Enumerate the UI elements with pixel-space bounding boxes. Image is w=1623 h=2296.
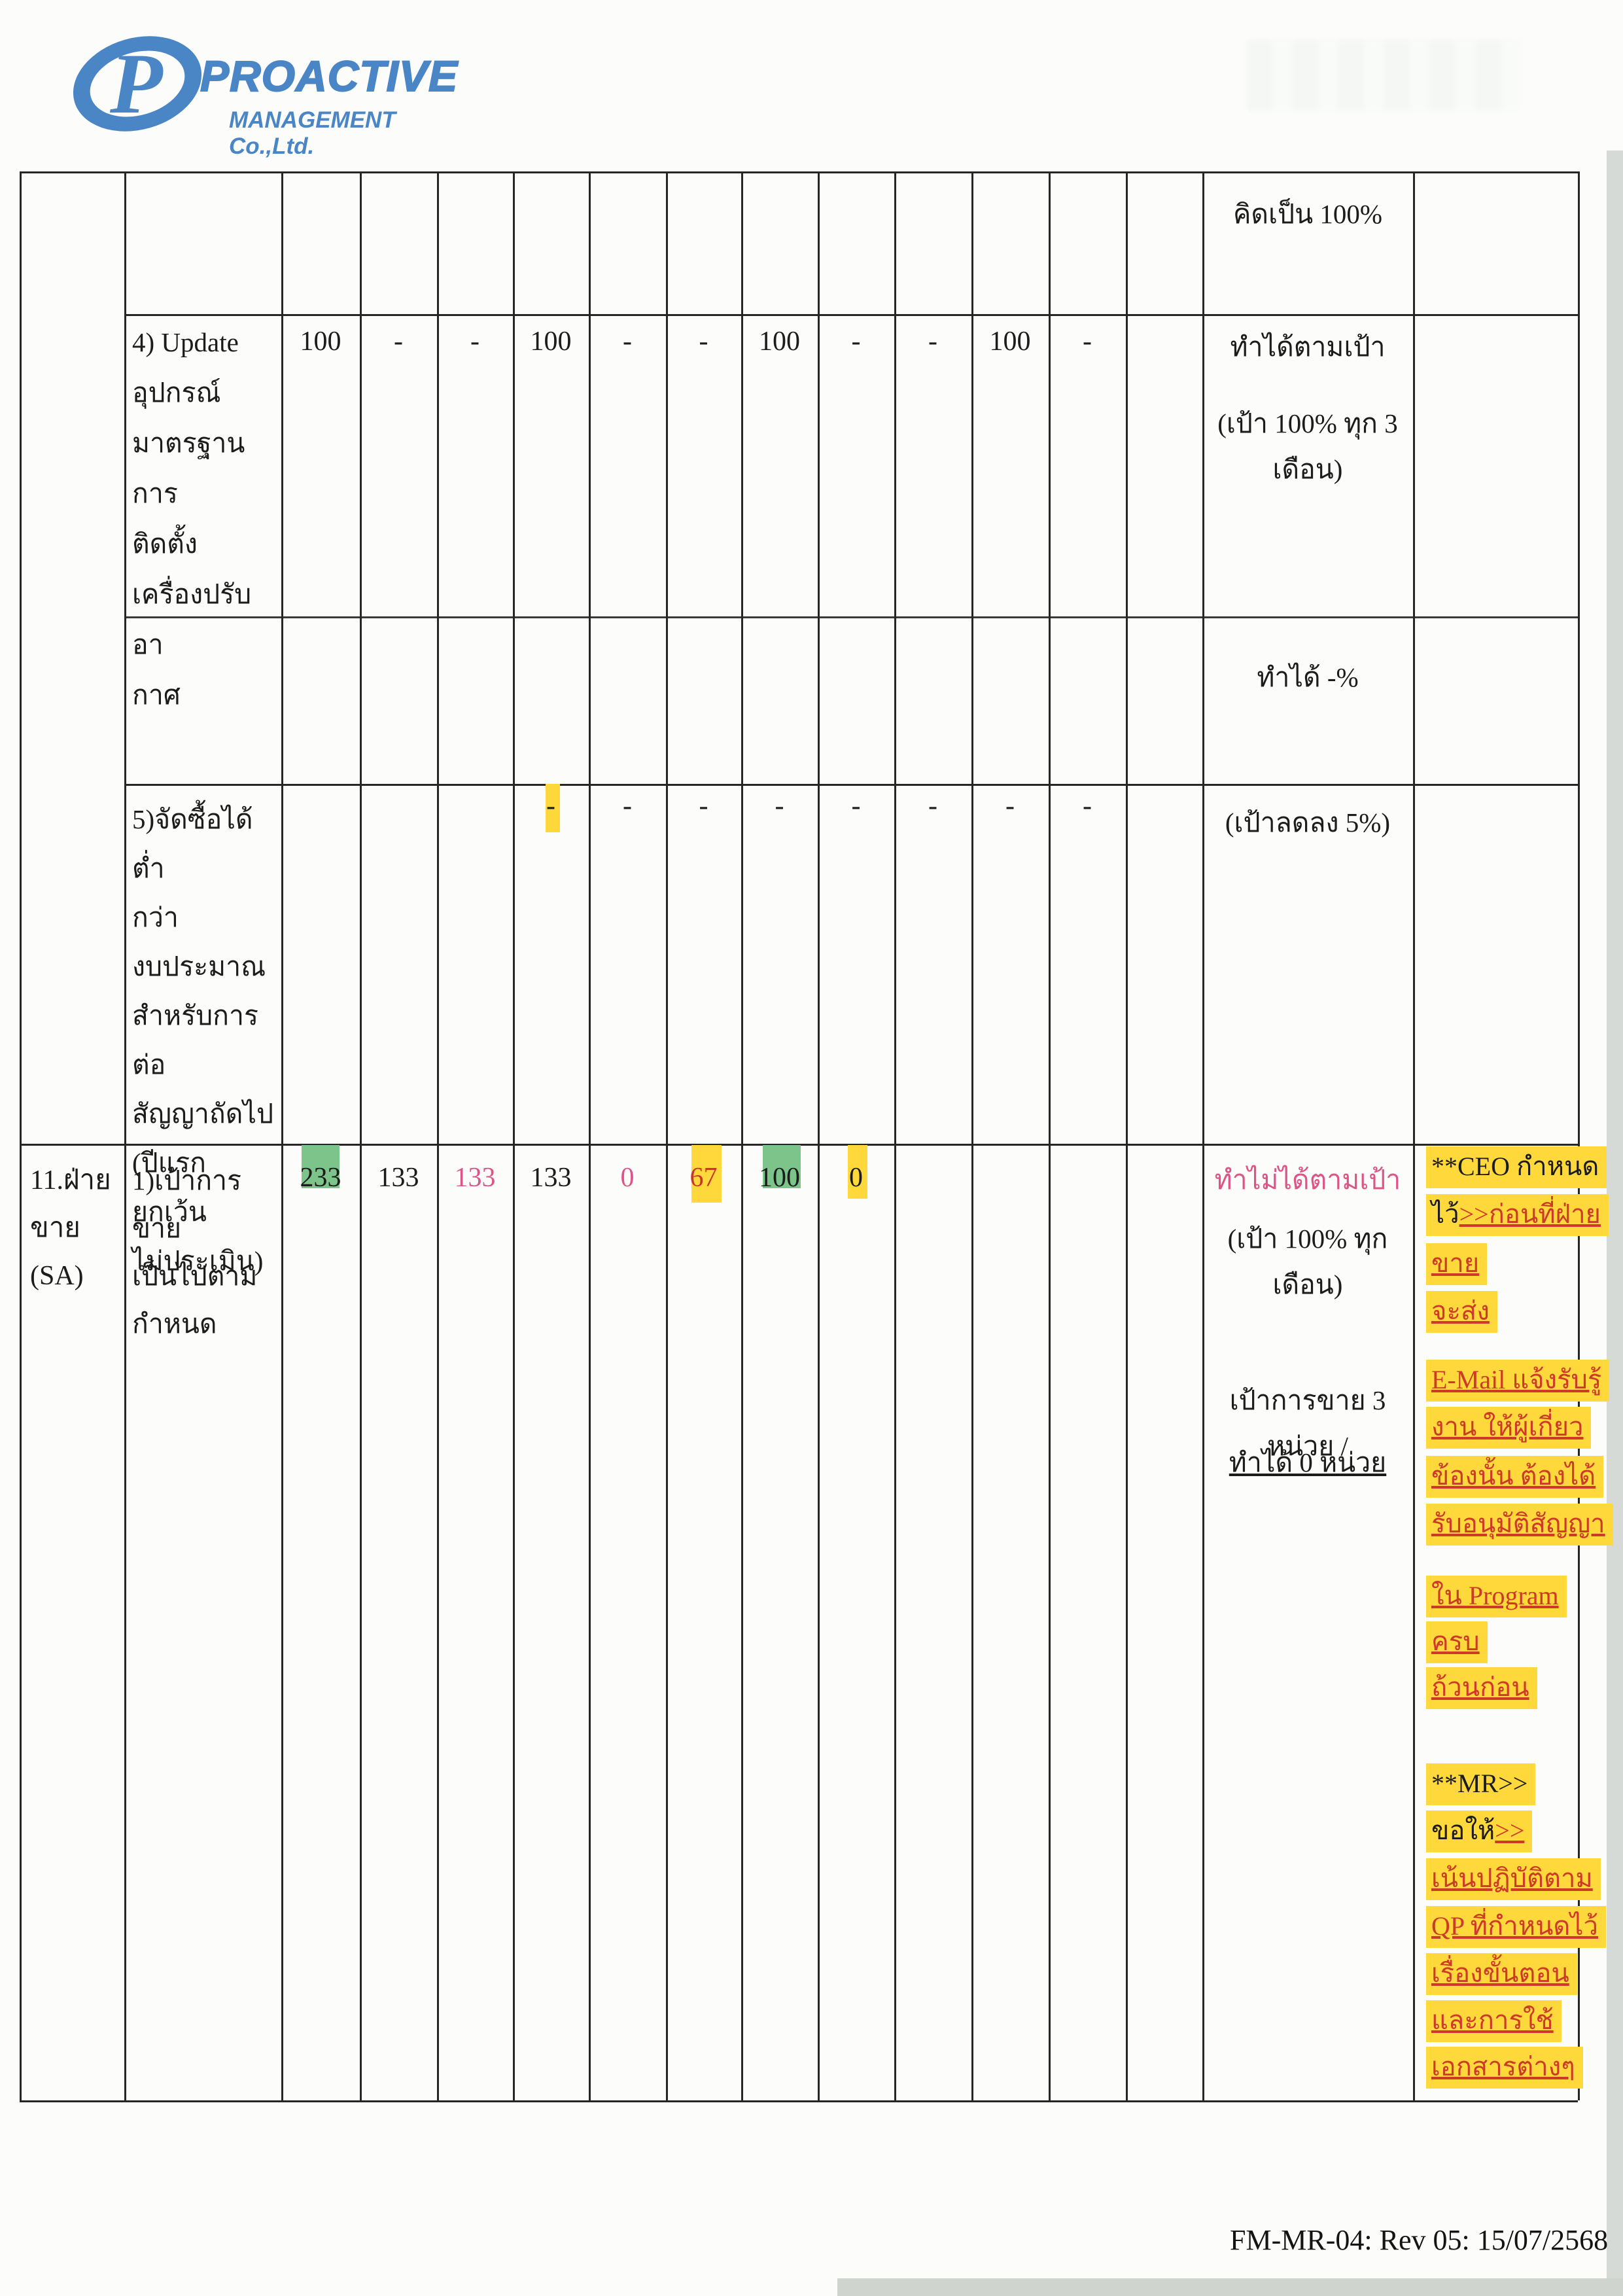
table-line: [281, 171, 283, 2100]
month-value: 133: [454, 1163, 496, 1193]
month-value: -: [546, 791, 555, 821]
note-line: ขอให้>>: [1426, 1810, 1533, 1852]
faint-watermark: [1246, 39, 1521, 111]
table-line: [437, 171, 439, 2100]
result-cell-row4: (เป้าลดลง 5%): [1225, 807, 1391, 838]
page-edge-shadow-bottom: [837, 2278, 1623, 2296]
company-logo: P PROACTIVE MANAGEMENT Co.,Ltd.: [39, 18, 471, 159]
result-cell-row5-achieved: ทำได้ 0 หน่วย: [1229, 1447, 1387, 1477]
result-cell-row3: ทำได้ -%: [1257, 662, 1359, 692]
table-line: [513, 171, 515, 2100]
note-line: E-Mail แจ้งรับรู้: [1426, 1360, 1610, 1402]
table-line: [124, 784, 1578, 786]
month-value: -: [699, 327, 708, 357]
note-line: ไว้>>ก่อนที่ฝ่าย: [1426, 1194, 1609, 1236]
table-line: [20, 1144, 1578, 1146]
note-line: ข้องนั้น ต้องได้: [1426, 1456, 1604, 1498]
month-value: 100: [530, 327, 572, 357]
table-line: [1413, 171, 1415, 2100]
month-value: -: [1083, 327, 1092, 357]
green-highlight: [763, 1145, 801, 1188]
table-line: [20, 171, 1578, 173]
result-cell-row5-line1: ทำไม่ได้ตามเป้า: [1214, 1165, 1401, 1195]
month-value: -: [851, 327, 861, 357]
month-value: -: [928, 327, 937, 357]
month-value: -: [394, 327, 403, 357]
note-line: ครบ: [1426, 1621, 1488, 1663]
month-value: -: [623, 791, 632, 821]
yellow-highlight: [848, 1145, 867, 1199]
result-cell-row5-target: (เป้า 100% ทุก เดือน): [1227, 1224, 1388, 1299]
month-value: -: [699, 791, 708, 821]
note-line: และการใช้: [1426, 2000, 1562, 2042]
table-line: [124, 616, 1578, 618]
result-cell-row1: คิดเป็น 100%: [1232, 199, 1383, 229]
yellow-highlighter-mark: [546, 784, 560, 832]
page-edge-shadow-right: [1607, 150, 1623, 2296]
result-cell-row5-units: เป้าการขาย 3 หน่วย /: [1229, 1385, 1386, 1461]
item-desc-row2: 4) Update อุปกรณ์ มาตรฐานการ ติดตั้ง เคร…: [132, 327, 252, 710]
table-line: [589, 171, 591, 2100]
table-line: [1126, 171, 1128, 2100]
month-value: 133: [377, 1163, 419, 1193]
logo-monogram: P: [110, 35, 163, 132]
table-line: [971, 171, 973, 2100]
note-line: เรื่องขั้นตอน: [1426, 1953, 1577, 1995]
month-value: 67: [689, 1163, 718, 1193]
month-value: -: [1005, 791, 1015, 821]
month-value: -: [1083, 791, 1092, 821]
table-line: [1202, 171, 1204, 2100]
month-value: 133: [530, 1163, 572, 1193]
month-value: 100: [759, 1163, 800, 1193]
month-value: 233: [300, 1163, 341, 1193]
note-line: งาน ให้ผู้เกี่ยว: [1426, 1407, 1592, 1449]
month-value: 100: [759, 327, 800, 357]
green-highlight: [302, 1145, 340, 1188]
month-value: -: [928, 791, 937, 821]
note-line: ขาย: [1426, 1243, 1488, 1285]
month-value: 0: [620, 1163, 635, 1193]
note-line: เน้นปฏิบัติตาม: [1426, 1858, 1601, 1900]
result-cell-row2-line1: ทำได้ตามเป้า: [1230, 332, 1386, 362]
table-line: [666, 171, 668, 2100]
note-line: **MR>>: [1426, 1763, 1536, 1805]
note-line: จะส่ง: [1426, 1291, 1497, 1333]
month-value: -: [470, 327, 480, 357]
month-value: 100: [300, 327, 341, 357]
table-line: [894, 171, 896, 2100]
note-line: **CEO กำหนด: [1426, 1146, 1607, 1188]
note-line: รับอนุมัติสัญญา: [1426, 1504, 1613, 1545]
table-line: [124, 171, 126, 2100]
item-desc-row5: 1)เป้าการขาย เป็นไปตาม กำหนด: [132, 1165, 258, 1339]
table-line: [124, 314, 1578, 316]
note-line: ใน Program: [1426, 1576, 1567, 1617]
logo-company-subtitle: MANAGEMENT Co.,Ltd.: [229, 107, 396, 159]
table-line: [1049, 171, 1051, 2100]
month-value: -: [851, 791, 861, 821]
table-line: [20, 171, 22, 2100]
yellow-highlight: [691, 1145, 722, 1203]
note-line: เอกสารต่างๆ: [1426, 2047, 1583, 2089]
item-desc-row4: 5)จัดซื้อได้ต่ำ กว่า งบประมาณ สำหรับการต…: [132, 804, 274, 1276]
table-line: [360, 171, 362, 2100]
note-line: QP ที่กำหนดไว้: [1426, 1906, 1606, 1948]
logo-company-name: PROACTIVE: [200, 51, 459, 101]
month-value: -: [775, 791, 784, 821]
note-line: ถ้วนก่อน: [1426, 1667, 1537, 1709]
dept-cell-row5: 11.ฝ่าย ขาย (SA): [30, 1165, 111, 1291]
table-line: [818, 171, 820, 2100]
table-line: [741, 171, 743, 2100]
result-cell-row2-line2: (เป้า 100% ทุก 3 เดือน): [1217, 408, 1398, 484]
table-line: [1578, 171, 1580, 2100]
document-code-footer: FM-MR-04: Rev 05: 15/07/2568: [1230, 2224, 1609, 2256]
month-value: 100: [989, 327, 1031, 357]
month-value: 0: [849, 1163, 863, 1193]
table-line: [20, 2100, 1578, 2102]
month-value: -: [623, 327, 632, 357]
